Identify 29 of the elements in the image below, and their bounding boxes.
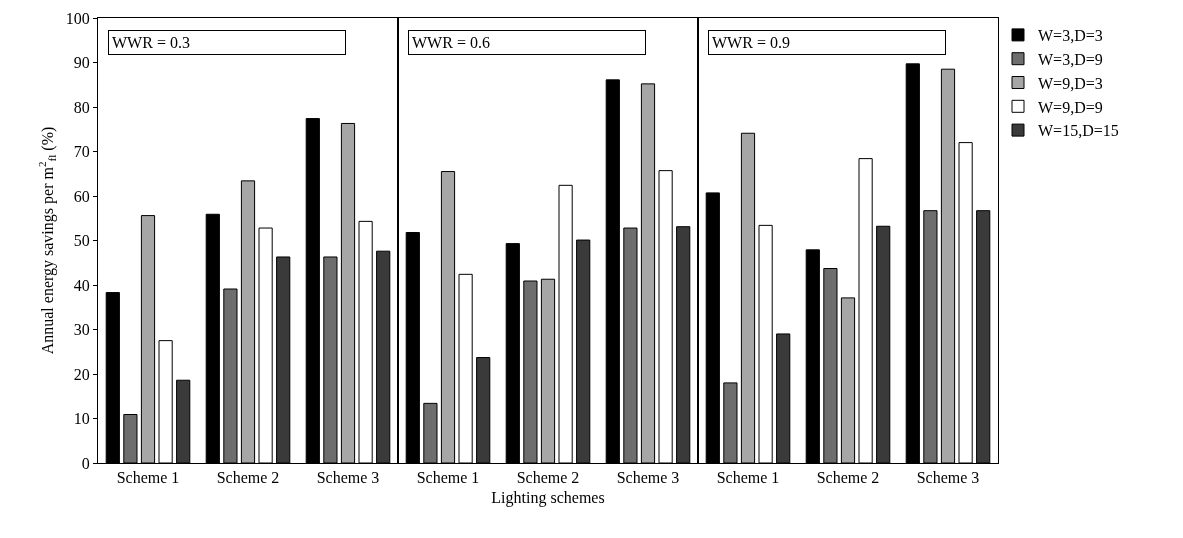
annotation: WWR = 0.6 (412, 34, 490, 51)
x-tick-label: Scheme 2 (216, 469, 280, 487)
y-tick-label: 80 (73, 98, 90, 116)
x-tick-label: Scheme 1 (416, 469, 480, 487)
legend-label: W=3,D=3 (1038, 27, 1103, 45)
x-tick-label: Scheme 1 (116, 469, 180, 487)
y-tick-label: 90 (73, 54, 90, 72)
x-tick-label: Scheme 1 (716, 469, 780, 487)
legend-label: W=9,D=3 (1038, 74, 1103, 92)
x-tick-label: Scheme 2 (516, 469, 580, 487)
x-tick-label: Scheme 3 (316, 469, 380, 487)
y-tick-label: 0 (81, 454, 90, 472)
legend-label: W=15,D=15 (1038, 122, 1119, 140)
x-tick-label: Scheme 3 (616, 469, 680, 487)
y-tick-label: 10 (73, 410, 90, 428)
x-tick-label: Scheme 3 (916, 469, 980, 487)
legend-label: W=3,D=9 (1038, 50, 1103, 68)
y-tick-label: 30 (73, 321, 90, 339)
x-tick-label: Scheme 2 (816, 469, 880, 487)
annotation: WWR = 0.9 (712, 34, 790, 51)
y-tick-label: 20 (73, 365, 90, 383)
y-tick-label: 100 (65, 9, 90, 27)
y-tick-label: 60 (73, 187, 90, 205)
annotation: WWR = 0.3 (112, 34, 190, 51)
y-tick-label: 70 (73, 143, 90, 161)
legend-label: W=9,D=9 (1038, 98, 1103, 116)
x-axis-title: Lighting schemes (491, 488, 605, 507)
y-tick-label: 50 (73, 232, 90, 250)
y-tick-label: 40 (73, 276, 90, 294)
